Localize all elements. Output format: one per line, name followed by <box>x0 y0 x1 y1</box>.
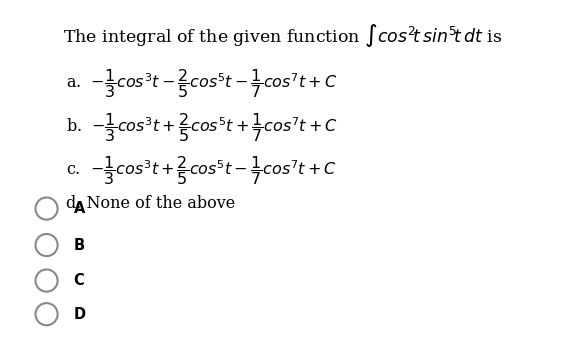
Text: The integral of the given function $\int cos^2\!t\,sin^5\!t\,dt$ is: The integral of the given function $\int… <box>63 22 502 49</box>
Text: a.  $-\dfrac{1}{3}cos^3t - \dfrac{2}{5}cos^5t - \dfrac{1}{7}cos^7t + C$: a. $-\dfrac{1}{3}cos^3t - \dfrac{2}{5}co… <box>66 67 337 100</box>
Text: b.  $-\dfrac{1}{3}cos^3t + \dfrac{2}{5}cos^5t + \dfrac{1}{7}cos^7t + C$: b. $-\dfrac{1}{3}cos^3t + \dfrac{2}{5}co… <box>66 111 337 144</box>
Text: d. None of the above: d. None of the above <box>66 195 235 211</box>
Text: C: C <box>73 273 84 288</box>
Text: B: B <box>73 238 85 253</box>
Text: A: A <box>73 201 85 216</box>
Text: c.  $-\dfrac{1}{3}cos^3t + \dfrac{2}{5}cos^5t - \dfrac{1}{7}cos^7t + C$: c. $-\dfrac{1}{3}cos^3t + \dfrac{2}{5}co… <box>66 154 336 187</box>
Text: D: D <box>73 307 86 322</box>
